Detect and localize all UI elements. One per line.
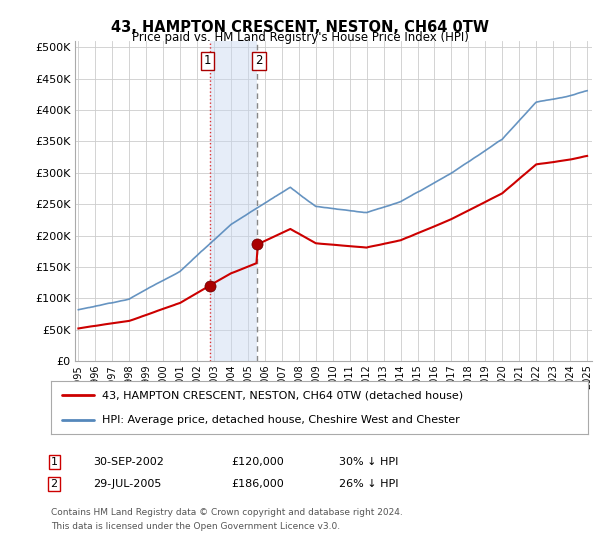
Text: 26% ↓ HPI: 26% ↓ HPI <box>339 479 398 489</box>
Text: 1: 1 <box>50 457 58 467</box>
Text: 29-JUL-2005: 29-JUL-2005 <box>93 479 161 489</box>
Bar <box>210 41 257 361</box>
Text: 43, HAMPTON CRESCENT, NESTON, CH64 0TW (detached house): 43, HAMPTON CRESCENT, NESTON, CH64 0TW (… <box>102 390 463 400</box>
Text: HPI: Average price, detached house, Cheshire West and Chester: HPI: Average price, detached house, Ches… <box>102 414 460 424</box>
Text: 2: 2 <box>255 54 263 67</box>
Text: 43, HAMPTON CRESCENT, NESTON, CH64 0TW: 43, HAMPTON CRESCENT, NESTON, CH64 0TW <box>111 20 489 35</box>
Text: 2: 2 <box>50 479 58 489</box>
Text: 30% ↓ HPI: 30% ↓ HPI <box>339 457 398 467</box>
Text: Price paid vs. HM Land Registry's House Price Index (HPI): Price paid vs. HM Land Registry's House … <box>131 31 469 44</box>
Text: £186,000: £186,000 <box>231 479 284 489</box>
Text: £120,000: £120,000 <box>231 457 284 467</box>
Text: 30-SEP-2002: 30-SEP-2002 <box>93 457 164 467</box>
Text: Contains HM Land Registry data © Crown copyright and database right 2024.: Contains HM Land Registry data © Crown c… <box>51 508 403 517</box>
Text: This data is licensed under the Open Government Licence v3.0.: This data is licensed under the Open Gov… <box>51 522 340 531</box>
Text: 1: 1 <box>203 54 211 67</box>
